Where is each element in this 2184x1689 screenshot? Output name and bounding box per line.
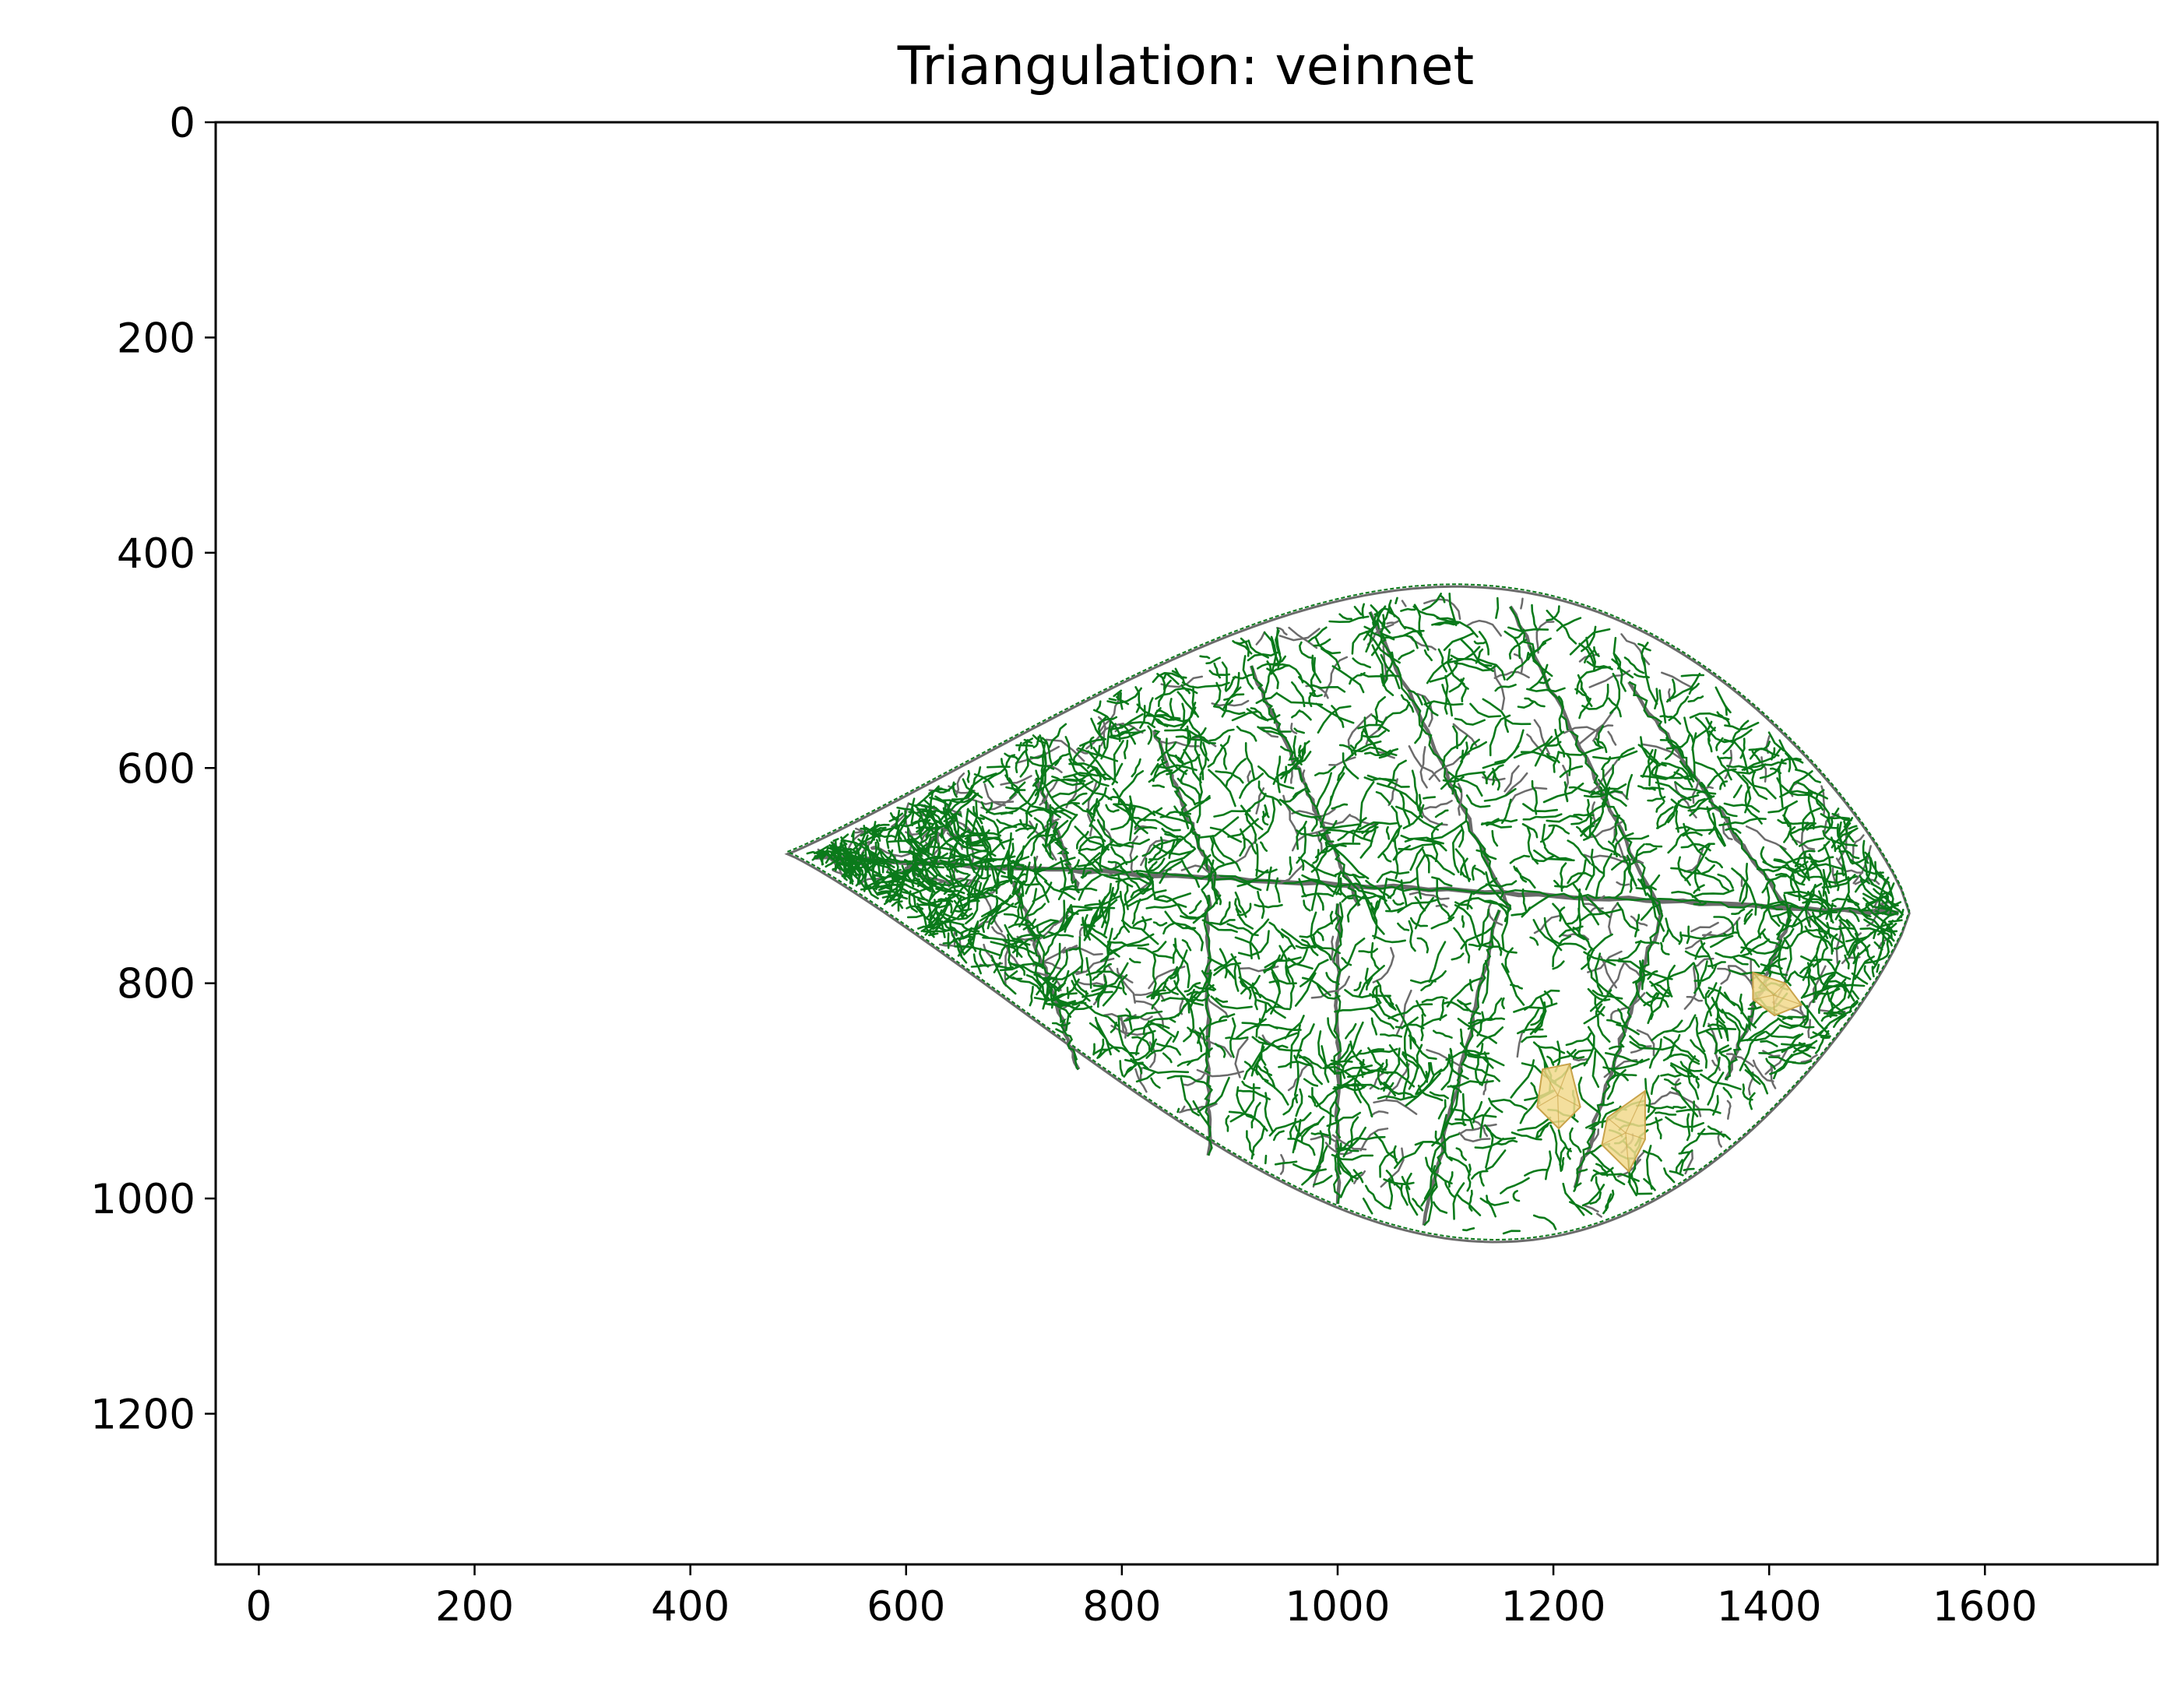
x-tick-label: 200 bbox=[435, 1583, 514, 1631]
y-tick-label: 600 bbox=[117, 745, 195, 793]
y-tick-label: 200 bbox=[117, 315, 195, 362]
axes-frame bbox=[214, 121, 2159, 1566]
secondary-vein bbox=[1573, 911, 1663, 1188]
chart-title: Triangulation: veinnet bbox=[897, 36, 1474, 97]
highlight-triangle-edge bbox=[1537, 1094, 1558, 1108]
highlight-triangle-edge bbox=[1625, 1132, 1630, 1172]
x-tick-label: 400 bbox=[651, 1583, 730, 1631]
y-tick-label: 1200 bbox=[90, 1392, 195, 1439]
leaf-outline bbox=[784, 585, 1911, 1244]
leaf-margin-mesh bbox=[785, 583, 1911, 1241]
x-axis: 0 200 400 600 800 1000 1200 1400 1600 bbox=[246, 1564, 2038, 1631]
highlight-triangle-edge bbox=[1557, 1094, 1581, 1108]
x-tick-label: 800 bbox=[1082, 1583, 1161, 1631]
leaf-mesh bbox=[784, 583, 1911, 1244]
secondary-vein-mesh bbox=[1332, 903, 1342, 1205]
highlight-triangle-edge bbox=[1773, 983, 1786, 996]
y-tick-label: 800 bbox=[117, 961, 195, 1008]
highlight-triangle-edge bbox=[1625, 1090, 1646, 1134]
secondary-vein bbox=[1012, 881, 1081, 1071]
highlight-triangle-edge bbox=[1542, 1068, 1559, 1096]
highlight-region bbox=[1752, 971, 1803, 1017]
x-tick-label: 0 bbox=[246, 1583, 273, 1631]
x-tick-label: 1200 bbox=[1501, 1583, 1606, 1631]
secondary-vein-mesh bbox=[1423, 910, 1500, 1226]
highlight-triangle-edge bbox=[1557, 1095, 1560, 1129]
highlight-triangle-edge bbox=[1625, 1132, 1646, 1140]
y-tick-label: 400 bbox=[117, 530, 195, 578]
y-tick-label: 0 bbox=[169, 100, 195, 147]
highlight-triangle-edge bbox=[1753, 994, 1774, 1000]
secondary-vein-mesh bbox=[1250, 665, 1360, 906]
midrib-mesh bbox=[814, 853, 1899, 917]
x-tick-label: 1600 bbox=[1933, 1583, 2038, 1631]
highlight-triangle-edge bbox=[1752, 972, 1774, 996]
secondary-vein-mesh bbox=[1013, 880, 1080, 1071]
plot-area bbox=[784, 583, 1911, 1244]
x-tick-label: 600 bbox=[867, 1583, 945, 1631]
y-tick-label: 1000 bbox=[90, 1176, 195, 1223]
x-tick-label: 1000 bbox=[1285, 1583, 1391, 1631]
highlight-triangle-edge bbox=[1557, 1064, 1570, 1096]
tertiary-vein-mesh bbox=[806, 593, 1904, 1235]
highlight-triangle-edge bbox=[1602, 1132, 1627, 1145]
secondary-vein-mesh bbox=[1574, 912, 1664, 1188]
x-tick-label: 1400 bbox=[1717, 1583, 1822, 1631]
secondary-vein-mesh bbox=[1153, 729, 1220, 898]
secondary-vein bbox=[1204, 894, 1212, 1156]
highlight-triangle-edge bbox=[1606, 1117, 1627, 1134]
y-axis: 0 200 400 600 800 1000 1200 bbox=[90, 100, 216, 1439]
highlight-regions bbox=[1536, 971, 1803, 1174]
highlight-triangle-edge bbox=[1773, 994, 1802, 1005]
